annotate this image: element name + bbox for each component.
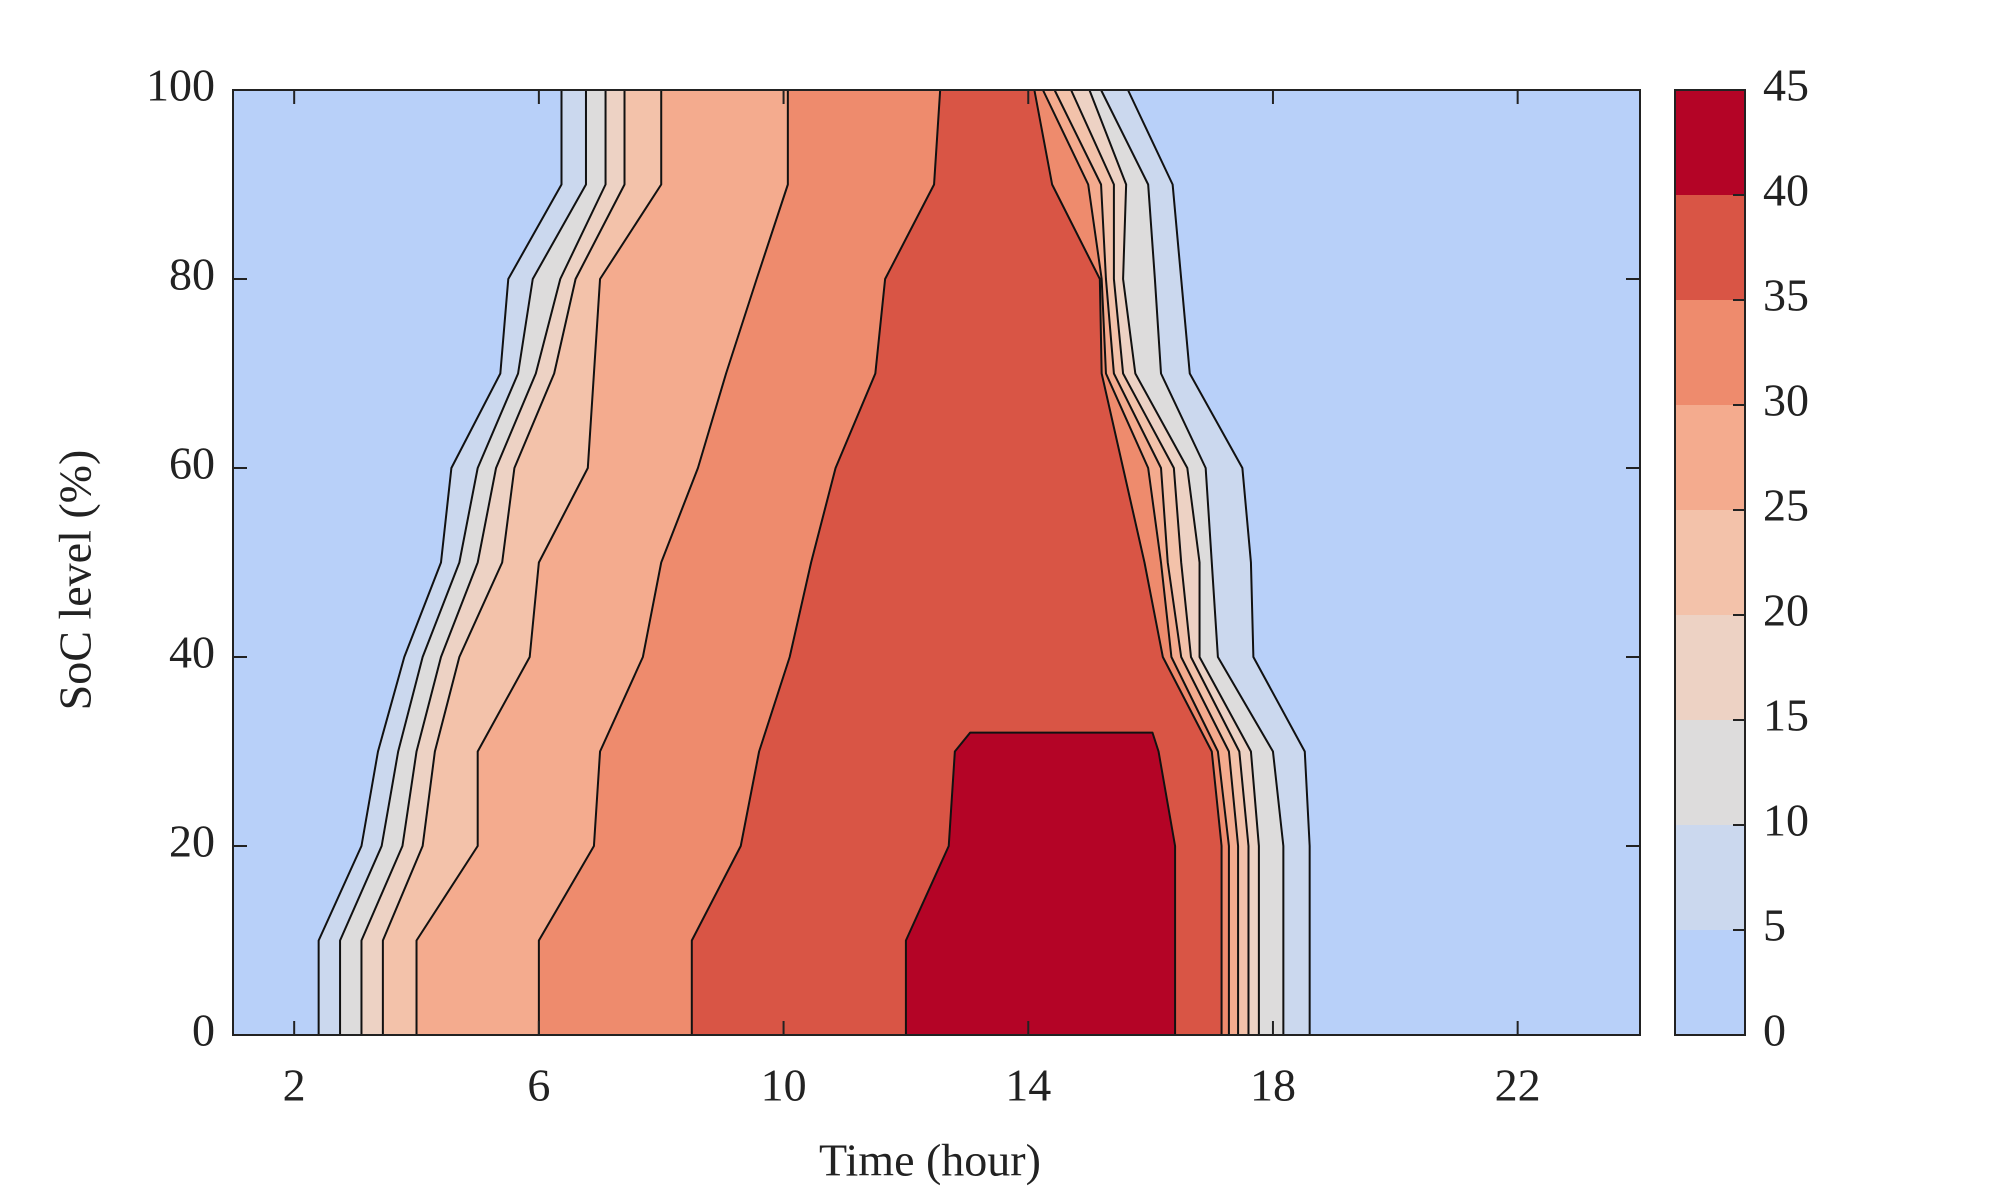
y-tick-label: 100 <box>146 60 215 111</box>
y-tick-label: 60 <box>169 438 215 489</box>
colorbar-tick-label: 25 <box>1763 480 1809 531</box>
colorbar-tick-label: 5 <box>1763 900 1786 951</box>
x-axis-label: Time (hour) <box>819 1135 1041 1186</box>
colorbar-tick-label: 45 <box>1763 60 1809 111</box>
y-tick-label: 40 <box>169 627 215 678</box>
colorbar-tick-label: 0 <box>1763 1005 1786 1056</box>
colorbar-tick-label: 10 <box>1763 795 1809 846</box>
colorbar-band <box>1675 90 1745 195</box>
x-tick-label: 2 <box>283 1060 306 1111</box>
colorbar-box <box>1674 89 1746 1036</box>
y-tick-label: 20 <box>169 816 215 867</box>
y-tick-label: 80 <box>169 249 215 300</box>
colorbar-band <box>1675 195 1745 300</box>
colorbar-tick-label: 20 <box>1763 585 1809 636</box>
colorbar-band <box>1675 405 1745 510</box>
x-tick-label: 22 <box>1495 1060 1541 1111</box>
x-tick-label: 6 <box>527 1060 550 1111</box>
colorbar-band <box>1675 930 1745 1035</box>
colorbar-tick-label: 15 <box>1763 690 1809 741</box>
colorbar-tick-label: 35 <box>1763 270 1809 321</box>
colorbar-band <box>1675 615 1745 720</box>
colorbar-band <box>1675 300 1745 405</box>
x-tick-label: 18 <box>1250 1060 1296 1111</box>
colorbar-band <box>1675 825 1745 930</box>
y-axis-label: SoC level (%) <box>50 450 101 711</box>
contour-region <box>904 731 1177 1036</box>
colorbar-tick-label: 30 <box>1763 375 1809 426</box>
y-tick-label: 0 <box>192 1005 215 1056</box>
x-tick-label: 14 <box>1005 1060 1051 1111</box>
axes-box <box>232 89 1641 1036</box>
colorbar-tick-label: 40 <box>1763 165 1809 216</box>
colorbar-band <box>1675 510 1745 615</box>
colorbar-band <box>1675 720 1745 825</box>
x-tick-label: 10 <box>761 1060 807 1111</box>
